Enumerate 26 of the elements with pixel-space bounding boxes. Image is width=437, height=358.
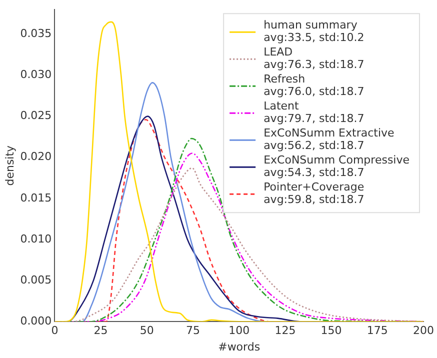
legend-label: LEAD avg:76.3, std:18.7 bbox=[264, 46, 364, 72]
x-axis-title: #words bbox=[218, 340, 260, 354]
y-tick-label: 0.010 bbox=[20, 232, 52, 246]
y-tick-label: 0.020 bbox=[20, 150, 52, 164]
x-tick-label: 100 bbox=[228, 324, 250, 338]
legend-label: Refresh avg:76.0, std:18.7 bbox=[264, 72, 364, 98]
x-tick-label: 175 bbox=[366, 324, 388, 338]
y-tick-label: 0.025 bbox=[20, 109, 52, 122]
x-tick-label: 50 bbox=[140, 324, 154, 338]
x-tick-label: 75 bbox=[186, 324, 200, 338]
x-tick-label: 0 bbox=[51, 324, 58, 338]
x-tick-label: 25 bbox=[94, 324, 108, 338]
x-tick-label: 150 bbox=[320, 324, 342, 338]
legend-label: Pointer+Coverage avg:59.8, std:18.7 bbox=[264, 180, 364, 206]
legend-label: Latent avg:79.7, std:18.7 bbox=[264, 100, 364, 126]
legend-label: ExCoNSumm Compressive avg:54.3, std:18.7 bbox=[264, 154, 410, 180]
y-tick-label: 0.015 bbox=[20, 191, 52, 204]
y-tick-label: 0.005 bbox=[20, 273, 52, 286]
y-tick-label: 0.000 bbox=[20, 314, 52, 328]
y-tick-label: 0.030 bbox=[20, 68, 52, 82]
legend-label: ExCoNSumm Extractive avg:56.2, std:18.7 bbox=[264, 126, 395, 152]
y-axis-title: density bbox=[3, 144, 16, 186]
x-tick-label: 200 bbox=[413, 324, 434, 338]
legend-label: human summary avg:33.5, std:10.2 bbox=[264, 18, 364, 44]
x-tick-label: 125 bbox=[274, 324, 296, 338]
y-tick-label: 0.035 bbox=[20, 27, 52, 40]
